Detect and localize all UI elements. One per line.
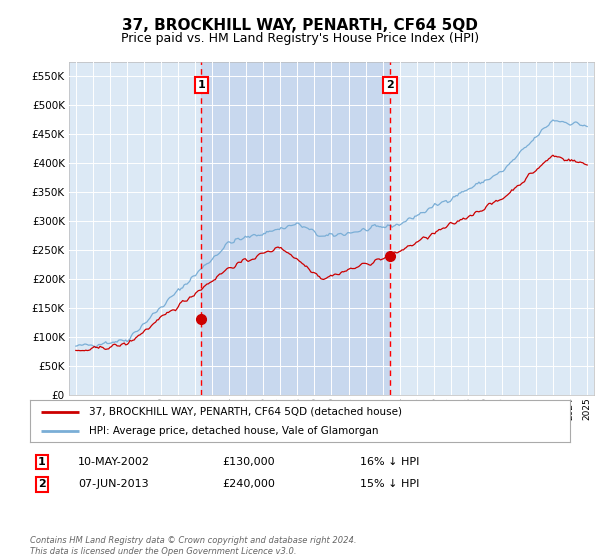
Text: Price paid vs. HM Land Registry's House Price Index (HPI): Price paid vs. HM Land Registry's House … [121, 31, 479, 45]
Text: £130,000: £130,000 [222, 457, 275, 467]
Text: Contains HM Land Registry data © Crown copyright and database right 2024.
This d: Contains HM Land Registry data © Crown c… [30, 535, 356, 557]
Text: HPI: Average price, detached house, Vale of Glamorgan: HPI: Average price, detached house, Vale… [89, 426, 379, 436]
Text: 2: 2 [386, 80, 394, 90]
Text: 1: 1 [197, 80, 205, 90]
Text: 1: 1 [38, 457, 46, 467]
Bar [201, 62, 390, 395]
Text: 10-MAY-2002: 10-MAY-2002 [78, 457, 150, 467]
Text: 15% ↓ HPI: 15% ↓ HPI [360, 479, 419, 489]
Text: 37, BROCKHILL WAY, PENARTH, CF64 5QD (detached house): 37, BROCKHILL WAY, PENARTH, CF64 5QD (de… [89, 407, 403, 417]
Text: 2: 2 [38, 479, 46, 489]
Text: 37, BROCKHILL WAY, PENARTH, CF64 5QD: 37, BROCKHILL WAY, PENARTH, CF64 5QD [122, 18, 478, 32]
Text: £240,000: £240,000 [222, 479, 275, 489]
Text: 07-JUN-2013: 07-JUN-2013 [78, 479, 149, 489]
Text: 16% ↓ HPI: 16% ↓ HPI [360, 457, 419, 467]
